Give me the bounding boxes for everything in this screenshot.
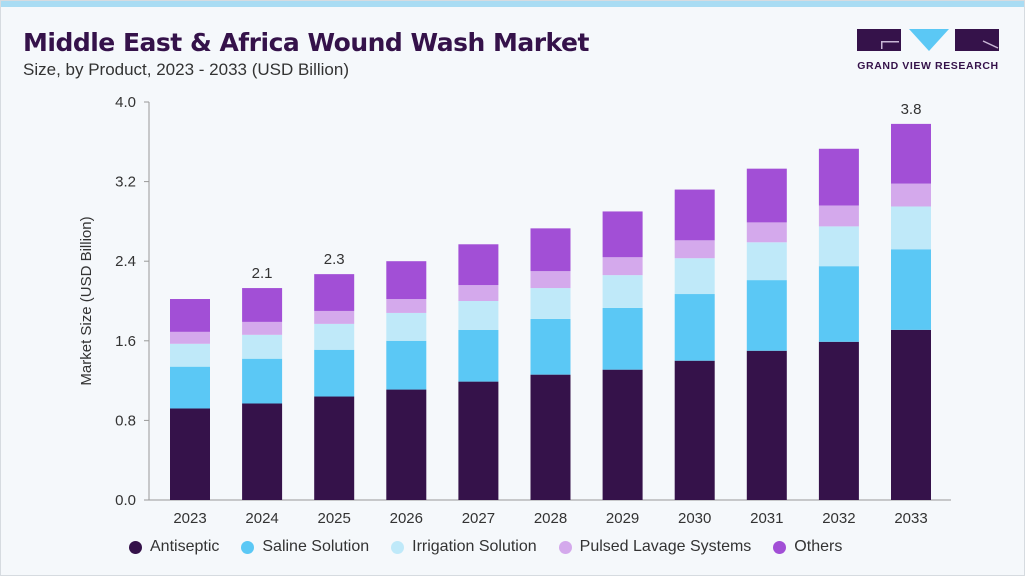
bar-segment-antiseptic-2024 — [242, 403, 283, 500]
bar-segment-irrigation-solution-2026 — [386, 312, 427, 341]
legend-swatch — [558, 540, 572, 554]
y-tick-label: 0.0 — [115, 492, 136, 509]
x-tick-label: 2031 — [750, 510, 783, 527]
y-tick-label: 0.8 — [115, 412, 136, 429]
x-tick-label: 2032 — [822, 510, 855, 527]
bar-segment-irrigation-solution-2024 — [242, 334, 283, 359]
legend-swatch — [773, 540, 787, 554]
x-tick-label: 2023 — [173, 510, 206, 527]
legend: Antiseptic Saline Solution Irrigation Solu… — [129, 538, 842, 556]
bar-segment-others-2026 — [386, 261, 427, 300]
bar-segment-saline-solution-2025 — [314, 349, 355, 397]
bar-segment-others-2028 — [530, 228, 571, 272]
bar-segment-saline-solution-2029 — [602, 307, 643, 370]
bar-segment-irrigation-solution-2032 — [818, 226, 859, 267]
legend-item: Saline Solution — [241, 538, 369, 556]
legend-label: Others — [794, 538, 843, 555]
y-axis-label: Market Size (USD Billion) — [78, 216, 95, 385]
bar-segment-others-2029 — [602, 211, 643, 258]
bar-segment-pulsed-lavage-systems-2033 — [891, 183, 931, 207]
y-tick-label: 3.2 — [115, 174, 136, 191]
data-label: 2.3 — [324, 251, 345, 268]
bar-segment-irrigation-solution-2031 — [746, 242, 787, 281]
bar-segment-pulsed-lavage-systems-2029 — [602, 257, 643, 276]
bar-segment-pulsed-lavage-systems-2026 — [386, 299, 427, 313]
bar-segment-saline-solution-2031 — [746, 280, 787, 351]
data-label: 3.8 — [901, 101, 922, 118]
bar-segment-others-2031 — [746, 168, 787, 223]
bar-segment-saline-solution-2026 — [386, 340, 427, 390]
bar-segment-antiseptic-2026 — [386, 389, 427, 500]
legend-item: Antiseptic — [129, 538, 219, 556]
bar-segment-others-2025 — [314, 274, 355, 311]
bar-segment-antiseptic-2030 — [674, 360, 715, 500]
bar-segment-irrigation-solution-2029 — [602, 275, 643, 308]
legend-label: Antiseptic — [150, 538, 220, 555]
legend-swatch — [129, 540, 142, 554]
bar-segment-others-2030 — [674, 189, 715, 241]
legend-item: Others — [773, 538, 842, 556]
x-tick-label: 2025 — [318, 510, 351, 527]
bar-segment-saline-solution-2027 — [458, 329, 499, 382]
legend-item: Irrigation Solution — [391, 538, 537, 556]
legend-swatch — [391, 540, 405, 554]
bar-segment-pulsed-lavage-systems-2030 — [674, 240, 715, 259]
bar-segment-antiseptic-2032 — [818, 341, 859, 500]
bar-segment-irrigation-solution-2030 — [674, 258, 715, 295]
bar-segment-others-2023 — [170, 299, 210, 332]
x-tick-label: 2030 — [678, 510, 711, 527]
bar-segment-saline-solution-2023 — [170, 366, 210, 409]
y-tick-label: 4.0 — [115, 94, 136, 111]
bar-segment-pulsed-lavage-systems-2023 — [170, 331, 210, 344]
bar-segment-antiseptic-2029 — [602, 369, 643, 500]
data-label: 2.1 — [252, 265, 273, 282]
top-accent-bar — [1, 1, 1024, 7]
bar-segment-irrigation-solution-2033 — [891, 206, 931, 250]
bar-segment-antiseptic-2031 — [746, 350, 787, 500]
bar-segment-pulsed-lavage-systems-2024 — [242, 321, 283, 335]
bar-segment-irrigation-solution-2027 — [458, 301, 499, 330]
x-tick-label: 2027 — [462, 510, 495, 527]
bar-segment-antiseptic-2028 — [530, 374, 571, 500]
legend-swatch — [241, 540, 255, 554]
bar-segment-pulsed-lavage-systems-2032 — [818, 205, 859, 227]
bar-segment-saline-solution-2033 — [891, 249, 931, 330]
y-tick-label: 1.6 — [115, 333, 136, 350]
legend-label: Saline Solution — [262, 538, 370, 555]
bar-segment-irrigation-solution-2025 — [314, 323, 355, 350]
bar-segment-saline-solution-2032 — [818, 266, 859, 342]
grand-view-research-logo: GRAND VIEW RESEARCH — [857, 29, 999, 72]
bar-segment-antiseptic-2025 — [314, 396, 355, 500]
x-tick-label: 2033 — [894, 510, 927, 527]
svg-text:GRAND VIEW RESEARCH: GRAND VIEW RESEARCH — [857, 60, 999, 72]
bar-segment-pulsed-lavage-systems-2028 — [530, 271, 571, 289]
x-tick-label: 2028 — [534, 510, 567, 527]
x-tick-label: 2029 — [606, 510, 639, 527]
bar-segment-saline-solution-2024 — [242, 358, 283, 404]
bar-segment-irrigation-solution-2028 — [530, 288, 571, 319]
legend-label: Pulsed Lavage Systems — [579, 538, 752, 555]
y-tick-label: 2.4 — [115, 253, 136, 270]
bar-segment-pulsed-lavage-systems-2031 — [746, 222, 787, 243]
bar-segment-irrigation-solution-2023 — [170, 343, 210, 367]
bar-segment-saline-solution-2028 — [530, 318, 571, 375]
bar-segment-antiseptic-2023 — [170, 408, 210, 500]
bar-segment-pulsed-lavage-systems-2025 — [314, 310, 355, 324]
bar-segment-antiseptic-2033 — [891, 329, 931, 500]
bar-segment-others-2033 — [891, 123, 931, 184]
bar-segment-others-2032 — [818, 148, 859, 206]
bar-segment-others-2027 — [458, 244, 499, 286]
chart-subtitle: Size, by Product, 2023 - 2033 (USD Billi… — [23, 60, 349, 79]
x-tick-label: 2024 — [245, 510, 278, 527]
legend-item: Pulsed Lavage Systems — [558, 538, 752, 556]
bar-segment-pulsed-lavage-systems-2027 — [458, 285, 499, 301]
bar-segment-antiseptic-2027 — [458, 381, 499, 500]
chart-title: Middle East & Africa Wound Wash Market — [23, 28, 589, 57]
legend-label: Irrigation Solution — [412, 538, 537, 555]
x-tick-label: 2026 — [390, 510, 423, 527]
bar-segment-others-2024 — [242, 288, 283, 322]
bar-segment-saline-solution-2030 — [674, 294, 715, 361]
